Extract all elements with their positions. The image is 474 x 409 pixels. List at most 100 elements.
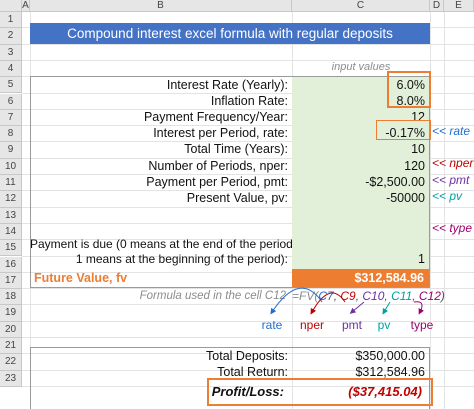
- gridline-row: [22, 320, 474, 322]
- input-row-label[interactable]: Payment Frequency/Year:: [143, 110, 288, 125]
- input-row-value[interactable]: -$2,500.00: [365, 174, 425, 189]
- side-label-rate: << rate: [432, 124, 471, 138]
- arrow-pmt: [349, 301, 365, 314]
- arrow-pv: [382, 301, 391, 315]
- formula-part: ,: [384, 289, 392, 303]
- input-row-value[interactable]: -50000: [386, 190, 425, 205]
- side-label-pv: << pv: [432, 189, 463, 203]
- formula-part: ,: [412, 289, 419, 303]
- profit-loss-value[interactable]: ($37,415.04): [348, 384, 422, 399]
- gridline-row: [22, 288, 474, 290]
- side-label-pmt: << pmt: [432, 173, 470, 187]
- profit-loss-highlight-box: [207, 378, 433, 406]
- row-header[interactable]: 22: [0, 354, 22, 371]
- row-header[interactable]: 5: [0, 77, 22, 94]
- side-label-type: << type: [432, 221, 473, 235]
- gridline-row: [22, 222, 474, 224]
- gridline-row: [22, 157, 474, 159]
- input-row-value[interactable]: 120: [404, 158, 425, 173]
- formula-note: Formula used in the cell C12: [139, 290, 286, 302]
- row-header[interactable]: 8: [0, 126, 22, 143]
- payment-due-value[interactable]: 1: [418, 252, 425, 266]
- input-row-label[interactable]: Number of Periods, nper:: [148, 158, 288, 173]
- formula-part: C9: [340, 289, 356, 303]
- gridline-row: [22, 141, 474, 143]
- gridline-row: [22, 385, 474, 387]
- total-deposits-value[interactable]: $350,000.00: [355, 349, 425, 363]
- total-return-value[interactable]: $312,584.96: [355, 365, 425, 379]
- formula-prefix: =FV(: [292, 289, 319, 303]
- gridline-column: [430, 12, 431, 409]
- row-header[interactable]: 16: [0, 256, 22, 273]
- total-return-label[interactable]: Total Return:: [217, 365, 288, 379]
- row-header[interactable]: 7: [0, 109, 22, 127]
- row-header[interactable]: 21: [0, 338, 22, 355]
- row-header[interactable]: 19: [0, 305, 22, 322]
- row-header[interactable]: 23: [0, 370, 22, 387]
- row-header[interactable]: 12: [0, 191, 22, 208]
- formula-part: C7: [318, 289, 334, 303]
- arrow-type: [413, 301, 425, 315]
- row-header[interactable]: 15: [0, 240, 22, 257]
- sheet-title[interactable]: Compound interest excel formula with reg…: [30, 23, 430, 44]
- formula-text: =FV(C7, C9, C10, C11, C12): [292, 288, 452, 305]
- row-header[interactable]: 10: [0, 158, 22, 175]
- period-rate-highlight-box: [376, 120, 431, 140]
- input-row-label[interactable]: Inflation Rate:: [210, 94, 288, 109]
- gridline-row: [22, 174, 474, 175]
- gridline-row: [22, 92, 474, 94]
- row-header[interactable]: 13: [0, 207, 22, 224]
- total-deposits-label[interactable]: Total Deposits:: [206, 349, 288, 363]
- gridline-row: [22, 125, 474, 127]
- column-header-a[interactable]: A: [22, 0, 30, 12]
- row-header[interactable]: 20: [0, 321, 22, 338]
- input-row-label[interactable]: Payment per Period, pmt:: [146, 174, 288, 189]
- future-value-result[interactable]: $312,584.96: [292, 269, 429, 287]
- arrow-nper: [310, 292, 346, 315]
- corner-cell[interactable]: [0, 0, 22, 12]
- gridline-row: [22, 206, 474, 208]
- row-header[interactable]: 4: [0, 60, 22, 78]
- row-header[interactable]: 9: [0, 142, 22, 159]
- row-header[interactable]: 17: [0, 272, 22, 290]
- formula-part: ,: [355, 289, 363, 303]
- payment-due-label-line2[interactable]: 1 means at the beginning of the period):: [75, 252, 288, 266]
- input-row-value[interactable]: 10: [411, 142, 425, 157]
- arg-tag-pmt: pmt: [341, 318, 362, 332]
- gridline-row: [22, 59, 474, 61]
- gridline-row: [22, 353, 474, 355]
- formula-part: ): [440, 289, 445, 303]
- gridline-row: [22, 108, 474, 110]
- input-row-label[interactable]: Interest Rate (Yearly):: [166, 78, 288, 92]
- input-row-label[interactable]: Interest per Period, rate:: [153, 126, 288, 141]
- input-row-label[interactable]: Present Value, pv:: [186, 190, 288, 205]
- row-header[interactable]: 3: [0, 44, 22, 61]
- input-row-value[interactable]: 6.0%: [396, 78, 426, 92]
- payment-due-label-line1[interactable]: Payment is due (0 means at the end of th…: [30, 237, 292, 251]
- gridline-row: [22, 239, 474, 241]
- column-header-d[interactable]: D: [430, 0, 444, 12]
- row-header[interactable]: 14: [0, 223, 22, 241]
- arg-tag-pv: pv: [377, 318, 391, 332]
- gridline-row: [22, 190, 474, 192]
- input-row-label[interactable]: Total Time (Years):: [184, 142, 288, 157]
- arrow-rate: [270, 287, 323, 315]
- row-header[interactable]: 11: [0, 175, 22, 192]
- future-value-label[interactable]: Future Value, fv: [34, 271, 128, 285]
- input-values-header: input values: [331, 61, 391, 73]
- column-header-b[interactable]: B: [30, 0, 292, 12]
- column-header-c[interactable]: C: [292, 0, 430, 12]
- profit-loss-label[interactable]: Profit/Loss:: [211, 384, 284, 399]
- row-header[interactable]: 1: [0, 12, 22, 29]
- formula-part: ,: [333, 289, 341, 303]
- row-header[interactable]: 18: [0, 289, 22, 306]
- row-header[interactable]: 6: [0, 93, 22, 110]
- gridline-row: [22, 43, 474, 45]
- side-label-nper: << nper: [432, 156, 474, 170]
- input-row-value[interactable]: 8.0%: [396, 94, 426, 109]
- input-row-value[interactable]: -0.17%: [385, 126, 425, 141]
- input-table-frame: [30, 76, 430, 288]
- row-header[interactable]: 2: [0, 28, 22, 45]
- gridline-row: [22, 337, 474, 338]
